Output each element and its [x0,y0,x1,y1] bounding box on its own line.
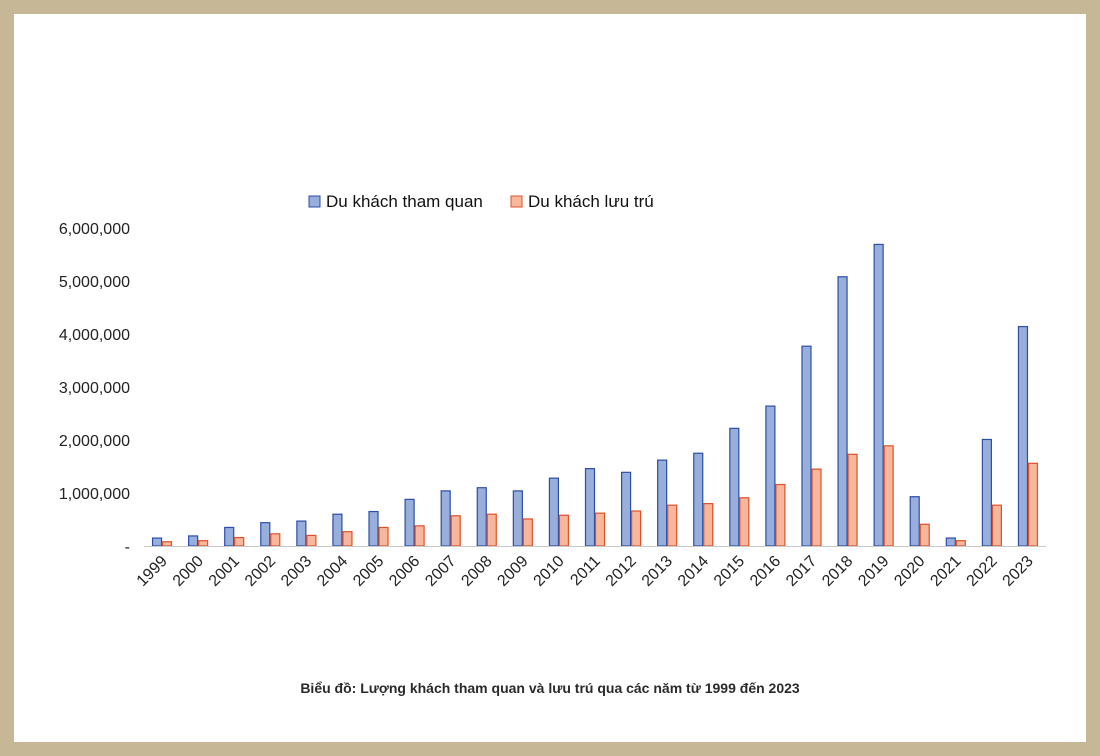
chart-caption: Biểu đồ: Lượng khách tham quan và lưu tr… [300,680,800,696]
bar-tham-quan-2010 [548,477,560,547]
bar-luu-tru-2011 [594,512,606,547]
bars [151,243,1039,547]
x-tick-label-2008: 2008 [458,553,495,590]
x-tick-label-2020: 2020 [891,553,928,590]
bar-tham-quan-2015 [729,427,740,547]
x-tick-label-2006: 2006 [386,553,423,590]
legend-label-tham-quan: Du khách tham quan [326,192,483,211]
bar-chart: Du khách tham quan Du khách lưu trú - 1,0… [59,192,1046,590]
y-tick-label: 5,000,000 [59,274,130,291]
bar-tham-quan-2001 [224,526,235,547]
y-tick-label: 6,000,000 [59,221,130,238]
x-tick-label-2011: 2011 [567,553,603,589]
bar-tham-quan-2000 [188,535,199,547]
bar-luu-tru-2012 [630,510,642,547]
bar-luu-tru-2023 [1027,462,1039,547]
bar-tham-quan-2020 [909,496,920,547]
x-tick-label-2000: 2000 [170,553,207,590]
bar-luu-tru-2021 [955,540,966,547]
bar-luu-tru-1999 [161,541,173,547]
bar-luu-tru-2014 [703,503,714,547]
x-tick-label-2014: 2014 [675,553,712,590]
x-tick-label-2016: 2016 [747,553,784,590]
bar-tham-quan-2013 [657,459,668,547]
bar-luu-tru-2003 [306,534,317,547]
y-tick-label: 4,000,000 [59,327,130,344]
bar-tham-quan-2005 [368,510,379,547]
x-tick-label-2003: 2003 [278,553,315,590]
x-tick-label-2019: 2019 [855,553,892,590]
x-tick-label-2021: 2021 [927,553,964,590]
x-tick-label-2012: 2012 [603,553,640,590]
bar-luu-tru-2019 [883,445,894,547]
bar-luu-tru-2016 [775,483,786,547]
legend-swatch-luu-tru [510,195,523,208]
x-tick-label-2023: 2023 [1000,553,1037,590]
chart-frame: Du khách tham quan Du khách lưu trú - 1,0… [14,14,1086,742]
x-tick-label-2007: 2007 [422,553,459,590]
bar-luu-tru-2010 [558,514,570,547]
x-tick-label-2005: 2005 [350,553,387,590]
bar-tham-quan-2016 [765,405,776,547]
bar-luu-tru-2009 [522,518,533,547]
bar-tham-quan-2011 [584,468,596,547]
bar-tham-quan-2018 [837,276,848,547]
y-axis: - 1,000,000 2,000,000 3,000,000 4,000,000 5,0… [59,221,130,556]
bar-luu-tru-2004 [342,531,353,547]
x-tick-label-2013: 2013 [639,553,676,590]
x-tick-label-2002: 2002 [242,553,279,590]
legend: Du khách tham quan Du khách lưu trú [308,192,654,211]
bar-luu-tru-2006 [414,525,425,547]
bar-tham-quan-2021 [945,537,956,547]
bar-luu-tru-2008 [486,513,497,547]
bar-tham-quan-2008 [476,487,487,547]
legend-swatch-tham-quan [308,195,321,208]
x-tick-label-2001: 2001 [206,553,243,590]
bar-tham-quan-2023 [1017,325,1029,547]
bar-tham-quan-2022 [981,438,992,547]
bar-tham-quan-2012 [620,471,632,547]
x-tick-label-2015: 2015 [711,553,748,590]
y-tick-label: 1,000,000 [59,486,130,503]
bar-luu-tru-2020 [919,523,930,547]
bar-tham-quan-2017 [801,345,812,547]
bar-tham-quan-2002 [260,522,271,547]
bar-tham-quan-2006 [404,498,415,547]
bar-tham-quan-2019 [873,243,884,547]
x-tick-label-1999: 1999 [134,553,171,590]
bar-luu-tru-2015 [739,497,750,547]
y-tick-label: - [125,539,130,556]
bar-tham-quan-2014 [693,452,704,547]
bar-tham-quan-2009 [512,490,523,547]
x-tick-label-2004: 2004 [314,553,351,590]
y-tick-label: 3,000,000 [59,380,130,397]
bar-tham-quan-1999 [151,537,163,547]
bar-luu-tru-2000 [198,540,209,547]
bar-luu-tru-2001 [234,536,245,547]
bar-luu-tru-2007 [450,515,461,547]
x-tick-label-2022: 2022 [964,553,1001,590]
x-axis: 1999200020012002200320042005200620072008… [134,553,1037,590]
bar-tham-quan-2004 [332,513,343,547]
bar-tham-quan-2003 [296,520,307,547]
bar-luu-tru-2018 [847,453,858,547]
x-tick-label-2010: 2010 [531,553,568,590]
bar-luu-tru-2002 [270,533,281,547]
x-tick-label-2017: 2017 [783,553,820,590]
bar-luu-tru-2017 [811,468,822,547]
legend-label-luu-tru: Du khách lưu trú [528,192,654,211]
bar-tham-quan-2007 [440,490,451,547]
x-tick-label-2009: 2009 [494,553,531,590]
y-tick-label: 2,000,000 [59,433,130,450]
x-tick-label-2018: 2018 [819,553,856,590]
bar-luu-tru-2005 [378,526,389,547]
bar-luu-tru-2022 [991,504,1002,547]
bar-luu-tru-2013 [667,504,678,547]
